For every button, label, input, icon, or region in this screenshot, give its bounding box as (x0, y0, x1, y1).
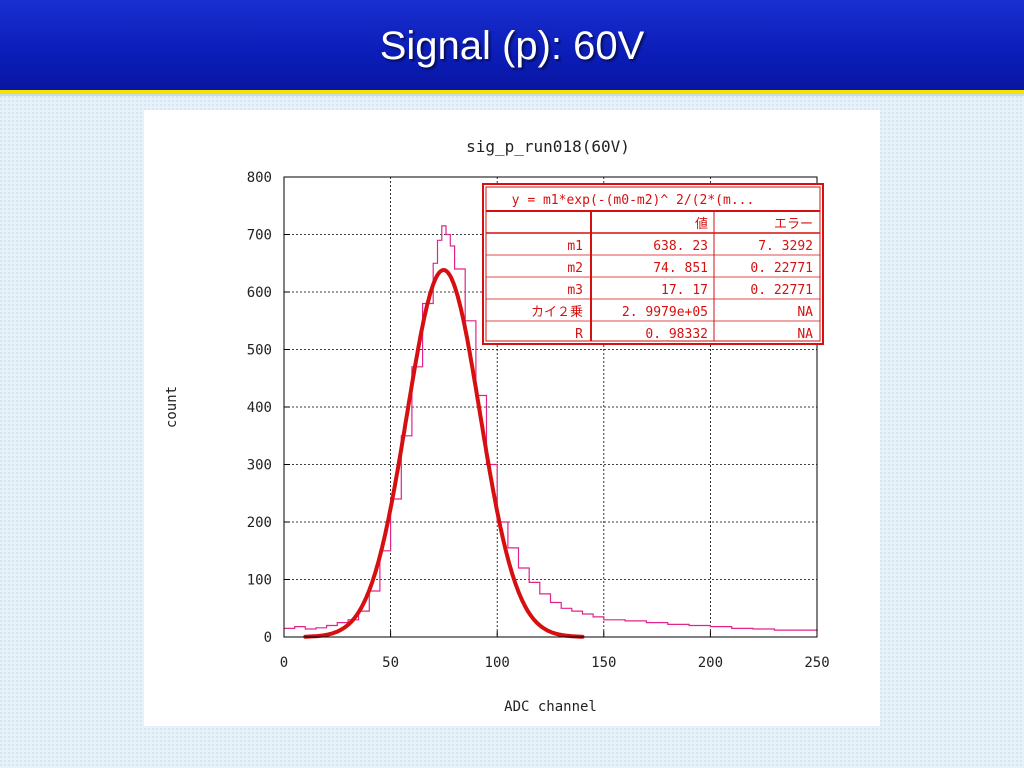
fit-row-value: 0. 98332 (645, 327, 708, 342)
gaussian-fit-line (303, 267, 585, 639)
y-tick-label: 400 (247, 400, 272, 416)
fit-row-error: 0. 22771 (750, 283, 813, 298)
fit-formula: y = m1*exp(-(m0-m2)^ 2/(2*(m... (512, 193, 755, 208)
x-tick-label: 250 (804, 655, 829, 671)
fit-row-value: 2. 9979e+05 (622, 305, 708, 320)
x-tick-label: 100 (485, 655, 510, 671)
fit-table-inner-frame (485, 186, 821, 342)
y-tick-label: 500 (247, 343, 272, 359)
slide-title: Signal (p): 60V (379, 24, 645, 68)
y-tick-label: 0 (264, 630, 272, 646)
chart-panel: sig_p_run018(60V) 0 100 200 300 400 500 600 700… (144, 110, 880, 726)
x-axis-label: ADC channel (504, 699, 597, 715)
fit-row-name: R (575, 327, 583, 342)
y-tick-label: 700 (247, 228, 272, 244)
fit-row-name: カイ２乗 (531, 305, 583, 320)
x-tick-label: 0 (280, 655, 288, 671)
y-tick-label: 200 (247, 515, 272, 531)
y-tick-label: 300 (247, 458, 272, 474)
fit-row-error: NA (797, 327, 813, 342)
fit-curve-series (303, 267, 585, 639)
x-tick-label: 200 (698, 655, 723, 671)
fit-row-value: 74. 851 (653, 261, 708, 276)
x-tick-label: 150 (591, 655, 616, 671)
fit-row-name: m3 (567, 283, 583, 298)
fit-row-error: 0. 22771 (750, 261, 813, 276)
y-tick-label: 100 (247, 573, 272, 589)
fit-row-name: m1 (567, 239, 583, 254)
title-banner: Signal (p): 60V (0, 0, 1024, 94)
fit-row-value: 17. 17 (661, 283, 708, 298)
y-axis-label: count (164, 386, 180, 428)
fit-row-error: NA (797, 305, 813, 320)
fit-row-error: 7. 3292 (758, 239, 813, 254)
x-tick-label: 50 (382, 655, 399, 671)
fit-header-value: 値 (695, 216, 708, 232)
y-axis-ticks: 0 100 200 300 400 500 600 700 800 (247, 170, 290, 646)
y-tick-label: 800 (247, 170, 272, 186)
chart-title: sig_p_run018(60V) (466, 137, 630, 156)
fit-parameter-table: y = m1*exp(-(m0-m2)^ 2/(2*(m... 値 エラー m1 638… (482, 183, 824, 345)
banner-divider (0, 94, 1024, 96)
y-tick-label: 600 (247, 285, 272, 301)
fit-row-value: 638. 23 (653, 239, 708, 254)
x-axis-ticks: 0 50 100 150 200 250 (280, 631, 830, 671)
histogram-chart: sig_p_run018(60V) 0100200300400500600700… (164, 137, 830, 715)
fit-row-name: m2 (567, 261, 583, 276)
fit-header-error: エラー (774, 217, 813, 232)
